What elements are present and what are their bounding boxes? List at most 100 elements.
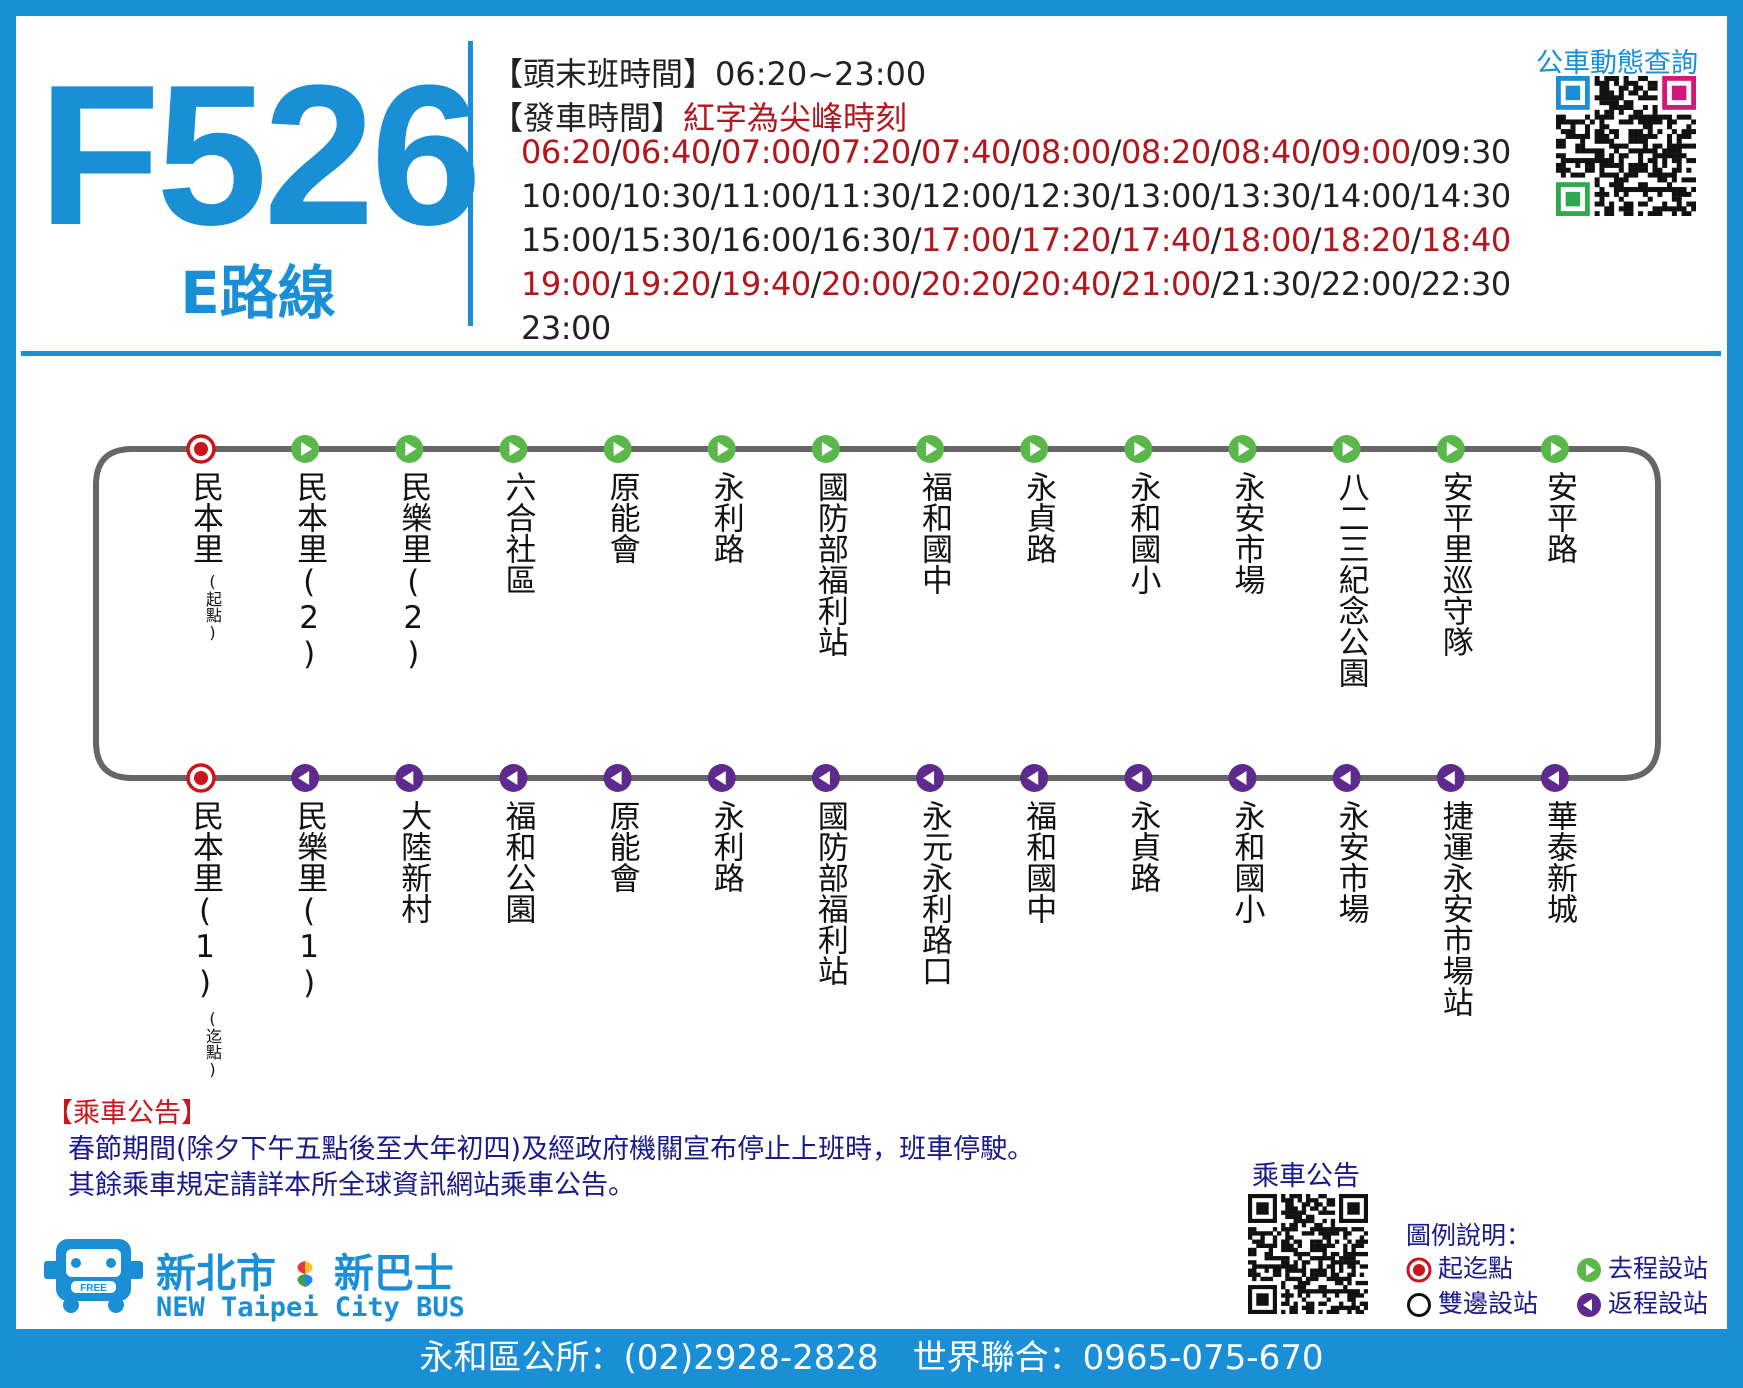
outbound-stop: 永貞路 [1014, 471, 1056, 564]
stop-name: 民本里(1) [187, 800, 223, 1001]
stop-name: 安平里巡守隊 [1436, 471, 1473, 657]
outbound-stop: 民本里 (起點) [181, 471, 223, 642]
time-separator: / [910, 133, 922, 171]
departure-time: 22:00 [1321, 265, 1411, 303]
time-separator: / [910, 221, 922, 259]
peak-departure-time: 19:40 [721, 265, 811, 303]
bus-logo-icon: FREE [44, 1239, 143, 1313]
departure-time: 11:30 [821, 177, 911, 215]
time-separator: / [1110, 133, 1122, 171]
departure-time: 11:00 [721, 177, 811, 215]
outbound-stop-icon [1436, 435, 1465, 463]
time-separator: / [610, 133, 622, 171]
time-separator: / [1210, 221, 1222, 259]
legend-both: 雙邊設站 [1406, 1284, 1538, 1320]
inbound-stop: 永和國小 [1223, 800, 1265, 924]
outbound-stop: 永利路 [702, 471, 744, 564]
notice-line-1: 春節期間(除夕下午五點後至大年初四)及經政府機關宣布停止上班時，班車停駛。 [68, 1134, 1035, 1165]
outbound-stop-icon [1228, 435, 1257, 463]
inbound-stop: 民本里(1) (迄點) [181, 800, 223, 1079]
inbound-stop: 永元永利路口 [910, 800, 953, 986]
departure-row: 06:20/06:40/07:00/07:20/07:40/08:00/08:2… [521, 133, 1511, 171]
inbound-stop: 福和公園 [493, 800, 536, 924]
peak-departure-time: 06:20 [521, 133, 611, 171]
time-separator: / [910, 265, 922, 303]
departure-row: 15:00/15:30/16:00/16:30/17:00/17:20/17:4… [521, 221, 1511, 259]
inbound-stop-icon [707, 764, 736, 792]
stop-name: 華泰新城 [1540, 800, 1577, 924]
legend-terminal: 起迄點 [1406, 1249, 1513, 1285]
stop-name: 六合社區 [499, 471, 536, 595]
inbound-stop: 捷運永安市場站 [1431, 800, 1473, 1017]
notice-qr-code[interactable] [1248, 1194, 1368, 1314]
legend-outbound: 去程設站 [1576, 1249, 1708, 1285]
inbound-stop: 永利路 [702, 800, 744, 893]
stop-name: 大陸新村 [395, 800, 432, 924]
departure-time: 16:00 [721, 221, 811, 259]
departure-time: 13:00 [1121, 177, 1211, 215]
bus-tracking-qr-code[interactable] [1556, 76, 1696, 216]
legend-outbound-label: 去程設站 [1608, 1254, 1709, 1283]
peak-departure-time: 06:40 [621, 133, 711, 171]
departure-header: 【發車時間】紅字為尖峰時刻 [491, 93, 907, 139]
route-number: F526 [38, 44, 482, 267]
time-separator: / [710, 133, 722, 171]
outbound-stop-icon [707, 435, 736, 463]
inbound-stop-icon [916, 764, 945, 792]
stop-name: 永元永利路口 [916, 800, 953, 986]
notice-line-2: 其餘乘車規定請詳本所全球資訊網站乘車公告。 [68, 1170, 635, 1201]
departure-row: 19:00/19:20/19:40/20:00/20:20/20:40/21:0… [521, 265, 1511, 303]
both-direction-stop-icon [1407, 1293, 1431, 1317]
peak-departure-time: 18:00 [1221, 221, 1311, 259]
departure-row: 10:00/10:30/11:00/11:30/12:00/12:30/13:0… [521, 177, 1511, 215]
outbound-stop: 六合社區 [493, 471, 536, 595]
peak-departure-time: 08:00 [1021, 133, 1111, 171]
peak-departure-time: 07:40 [921, 133, 1011, 171]
time-separator: / [1210, 133, 1222, 171]
stop-name: 福和國中 [1020, 800, 1057, 924]
header-separator [21, 351, 1721, 356]
notice-title: 【乘車公告】 [46, 1098, 208, 1129]
departure-time: 15:00 [521, 221, 611, 259]
terminal-stop-icon [1406, 1257, 1432, 1283]
peak-departure-time: 17:40 [1121, 221, 1211, 259]
notice-section: 【乘車公告】 春節期間(除夕下午五點後至大年初四)及經政府機關宣布停止上班時，班… [46, 1096, 1034, 1204]
peak-departure-time: 20:00 [821, 265, 911, 303]
stop-name: 福和國中 [916, 471, 953, 595]
departure-time: 14:30 [1421, 177, 1511, 215]
inbound-stop: 民樂里(1) [285, 800, 328, 1001]
legend-inbound-label: 返程設站 [1608, 1289, 1709, 1318]
terminal-stop-icon [186, 763, 216, 793]
time-separator: / [1010, 133, 1022, 171]
stop-name: 永和國小 [1228, 800, 1265, 924]
stop-note: (起點) [203, 572, 222, 642]
outbound-stop-icon [1332, 435, 1361, 463]
time-separator: / [1410, 177, 1422, 215]
outbound-stop-icon [811, 435, 840, 463]
time-separator: / [810, 265, 822, 303]
depart-label: 【發車時間】 [491, 99, 684, 137]
stop-name: 永和國小 [1124, 471, 1161, 595]
outbound-stop-icon [1124, 435, 1153, 463]
logo-cn-left: 新北市 [156, 1251, 276, 1297]
outbound-stop: 國防部福利站 [806, 471, 848, 657]
route-card: F526 E路線 【頭末班時間】06:20~23:00 【發車時間】紅字為尖峰時… [16, 16, 1727, 1329]
departure-time: 22:30 [1421, 265, 1511, 303]
inbound-stop-icon [1020, 764, 1049, 792]
outbound-stop: 安平路 [1535, 471, 1577, 564]
outbound-stop-icon [916, 435, 945, 463]
outbound-stop-icon [499, 435, 528, 463]
inbound-stop: 福和國中 [1014, 800, 1057, 924]
inbound-stop-icon [1436, 764, 1465, 792]
footer-contact: 永和區公所：(02)2928-2828 世界聯合：0965-075-670 [419, 1338, 1324, 1378]
stop-name: 民樂里(1) [291, 800, 328, 1001]
stop-name: 福和公園 [499, 800, 536, 924]
stop-name: 八二三紀念公園 [1332, 471, 1369, 688]
stop-name: 永利路 [707, 800, 744, 893]
time-separator: / [710, 177, 722, 215]
outbound-stop: 福和國中 [910, 471, 953, 595]
inbound-stop-icon [1228, 764, 1257, 792]
leaf-icon [297, 1261, 313, 1287]
departure-time: 15:30 [621, 221, 711, 259]
inbound-stop: 原能會 [598, 800, 640, 893]
